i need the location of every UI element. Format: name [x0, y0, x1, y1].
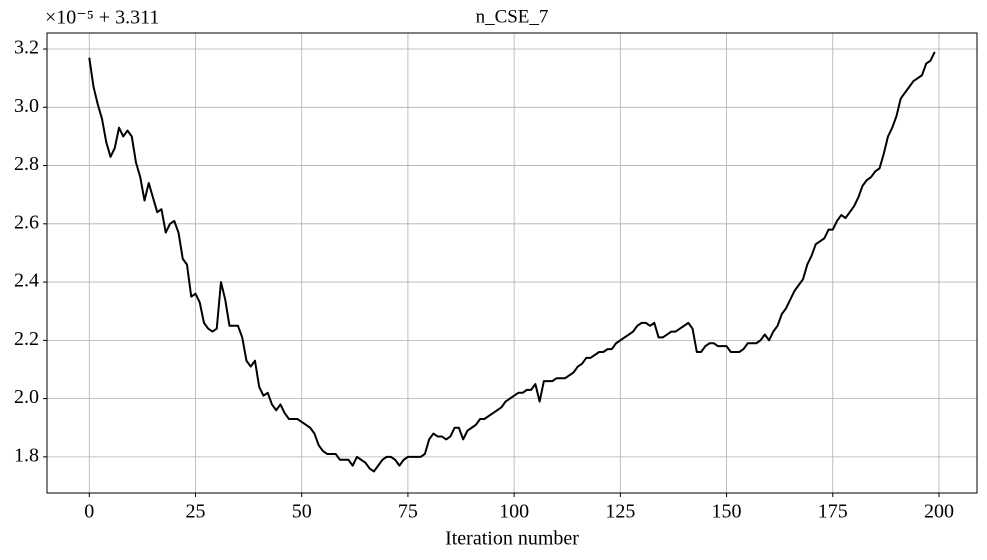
data-line: [88, 51, 936, 473]
x-tick-label: 150: [712, 501, 742, 523]
axis-offset: ×10⁻⁵ + 3.311: [45, 7, 159, 29]
x-tick-label: 25: [185, 501, 205, 523]
y-tick-label: 1.8: [14, 444, 39, 466]
chart-title: n_CSE_7: [476, 6, 549, 27]
x-tick-label: 200: [924, 501, 954, 523]
y-tick-label: 2.8: [14, 153, 39, 175]
x-tick-label: 75: [398, 501, 418, 523]
x-tick-label: 175: [818, 501, 848, 523]
x-tick-label: 0: [84, 501, 94, 523]
plot-frame: [46, 32, 978, 494]
y-tick-label: 2.2: [14, 328, 39, 350]
y-tick-label: 3.0: [14, 95, 39, 117]
x-tick-label: 100: [499, 501, 529, 523]
y-tick-label: 3.2: [14, 37, 39, 59]
y-tick-label: 2.0: [14, 386, 39, 408]
x-tick-label: 125: [605, 501, 635, 523]
x-axis-label: Iteration number: [445, 528, 579, 550]
y-tick-label: 2.4: [14, 270, 39, 292]
x-tick-label: 50: [292, 501, 312, 523]
y-tick-label: 2.6: [14, 211, 39, 233]
